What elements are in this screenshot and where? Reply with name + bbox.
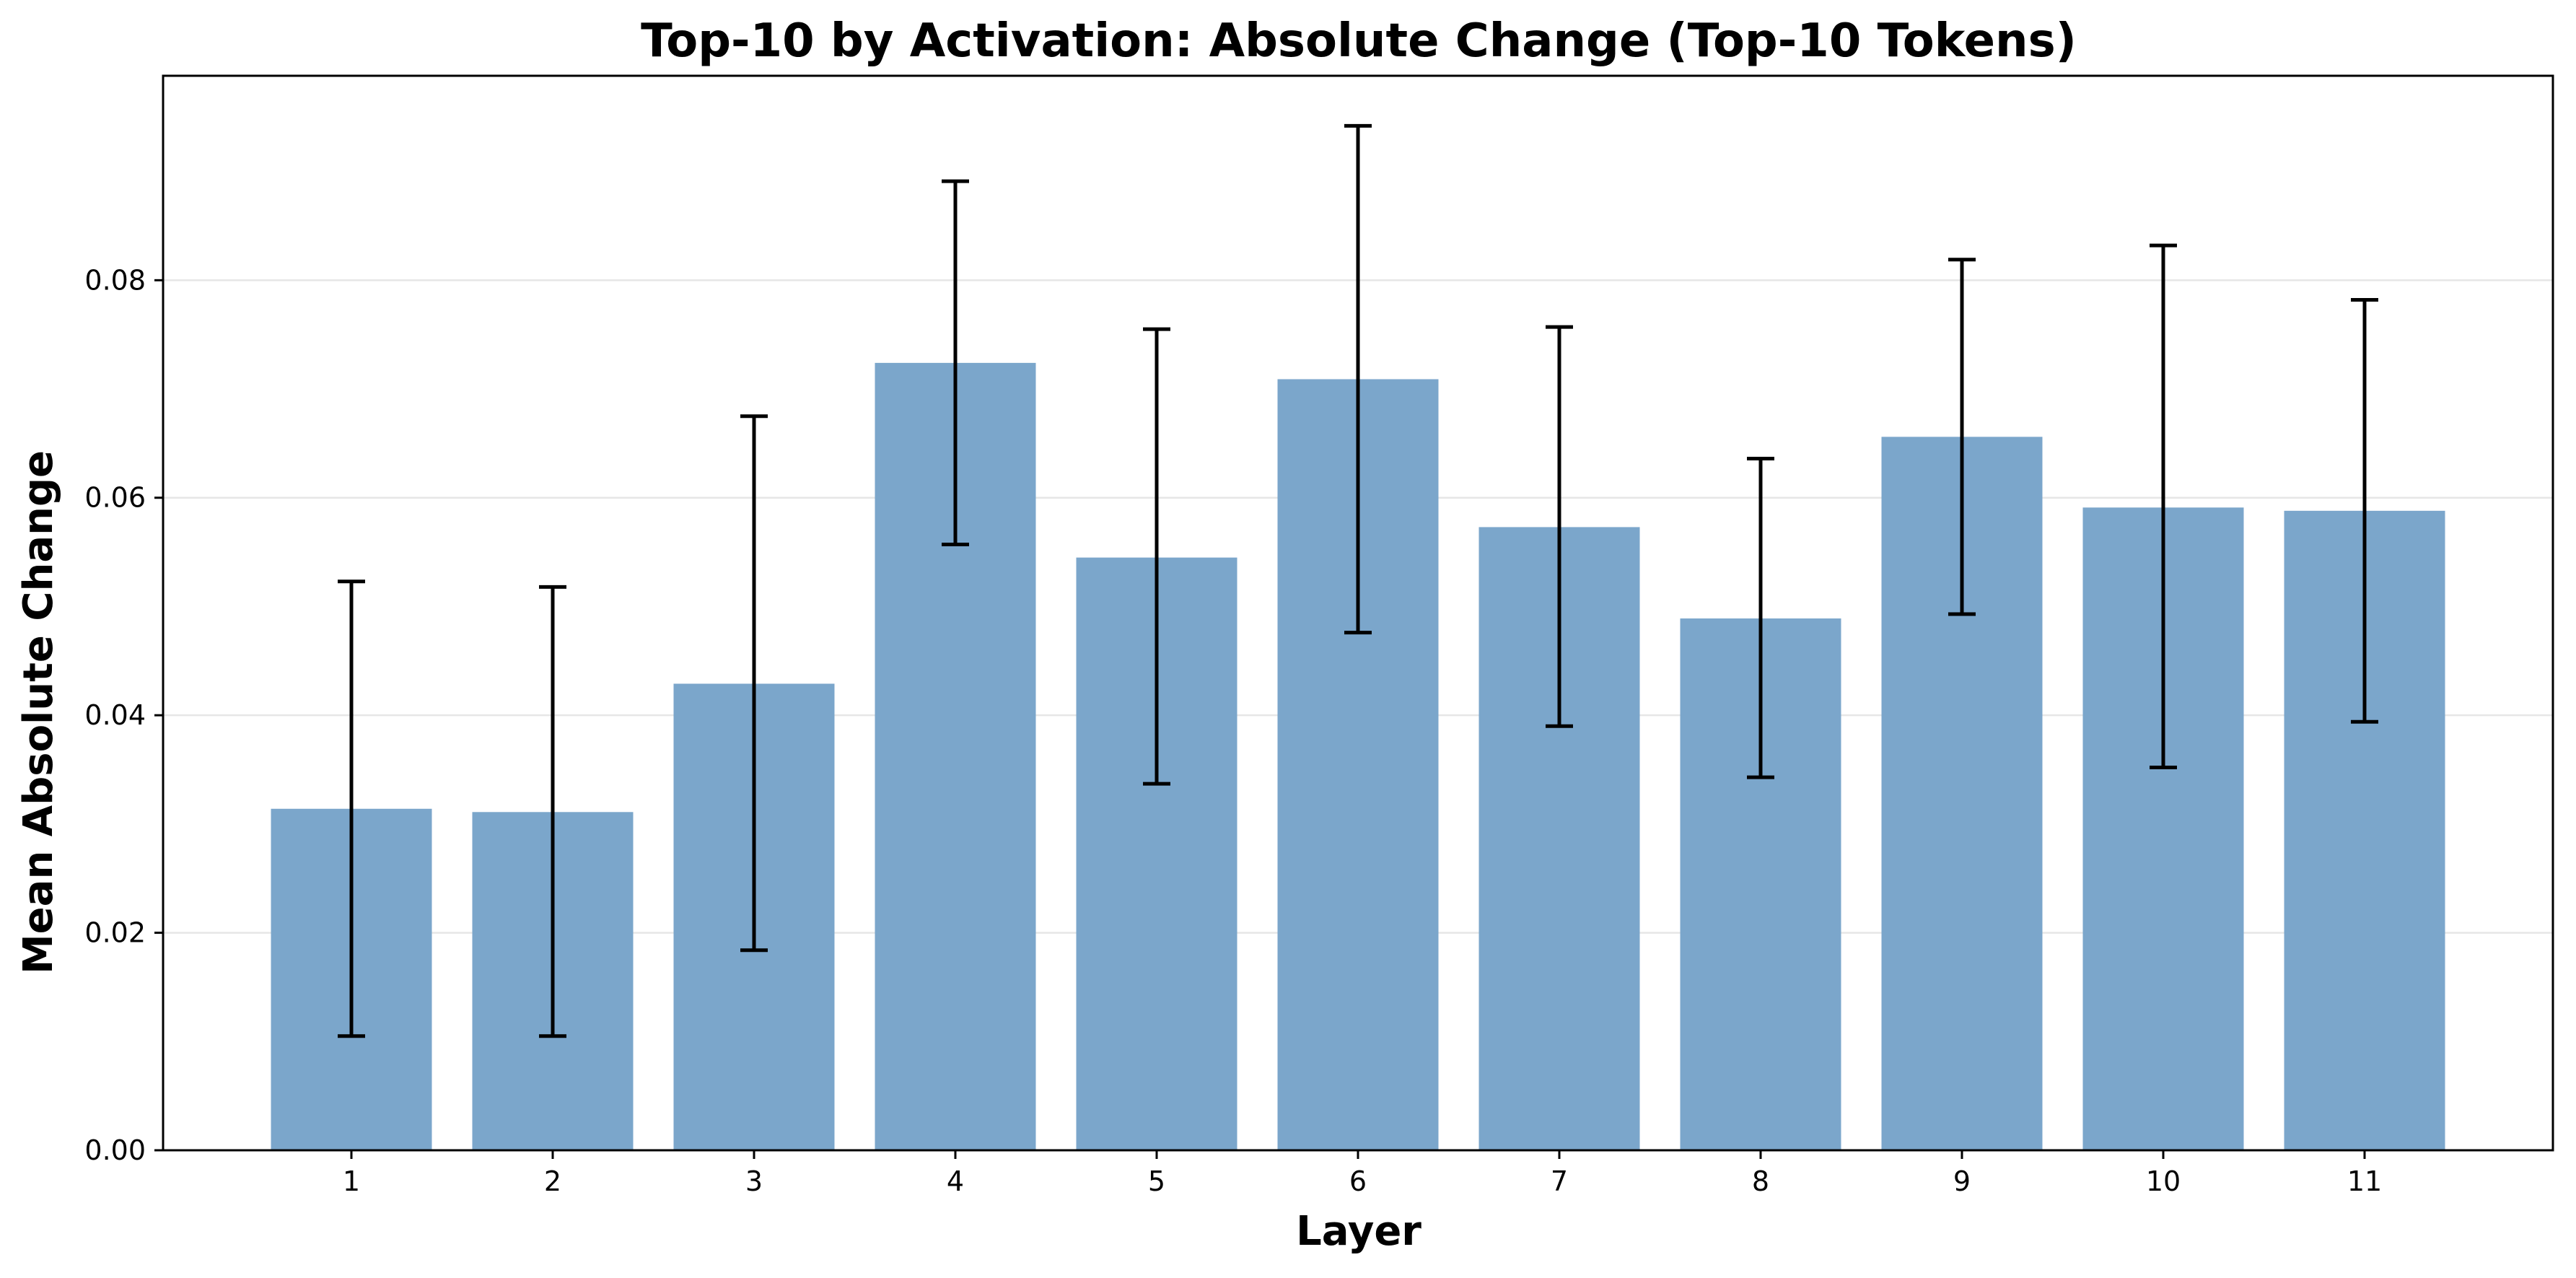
x-tick-label: 2	[544, 1165, 561, 1197]
error-bars	[338, 123, 2378, 1038]
y-tick-label: 0.02	[84, 917, 146, 949]
x-axis-ticks: 1 2 3 4 5 6 7 8 9 10 11	[343, 1150, 2382, 1197]
y-axis-label: Mean Absolute Change	[15, 450, 62, 974]
y-axis-ticks: 0.00 0.02 0.04 0.06 0.08	[84, 264, 163, 1166]
x-tick-label: 8	[1752, 1165, 1769, 1197]
x-tick-label: 6	[1349, 1165, 1367, 1197]
chart-title: Top-10 by Activation: Absolute Change (T…	[641, 14, 2077, 68]
x-tick-label: 10	[2146, 1165, 2181, 1197]
x-tick-label: 7	[1551, 1165, 1568, 1197]
y-tick-label: 0.04	[84, 699, 146, 731]
x-tick-label: 9	[1953, 1165, 1971, 1197]
x-tick-label: 5	[1148, 1165, 1165, 1197]
x-tick-label: 11	[2347, 1165, 2382, 1197]
x-tick-label: 4	[947, 1165, 964, 1197]
x-tick-label: 3	[745, 1165, 763, 1197]
y-tick-label: 0.06	[84, 482, 146, 514]
y-tick-label: 0.00	[84, 1134, 146, 1166]
x-axis-label: Layer	[1296, 1208, 1421, 1255]
y-tick-label: 0.08	[84, 264, 146, 296]
x-tick-label: 1	[343, 1165, 360, 1197]
